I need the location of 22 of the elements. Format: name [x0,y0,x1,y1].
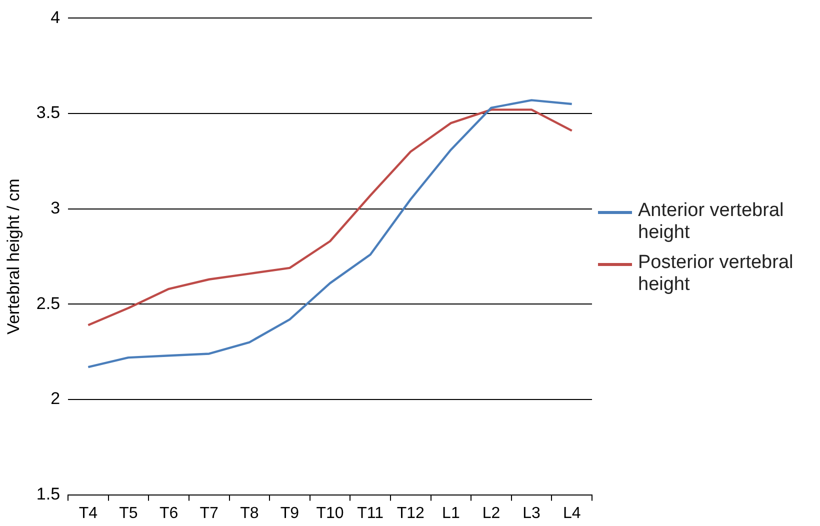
x-tick-label: T9 [280,504,300,522]
y-tick-label: 1.5 [36,484,60,504]
y-axis-title: Vertebral height / cm [4,178,23,334]
legend-label: Posterior vertebral height [638,252,794,296]
x-tick-label: L4 [562,504,581,522]
x-tick-label: T12 [396,504,425,522]
x-tick-label: T7 [200,504,219,522]
x-tick-label: T11 [357,504,384,522]
x-tick-label: T8 [240,504,259,522]
y-tick-label: 3.5 [36,103,60,122]
x-tick-label: L2 [482,504,500,522]
y-tick-label: 2.5 [36,294,60,313]
y-tick-label: 2 [50,389,60,408]
x-tick-label: L3 [522,504,541,522]
x-tick-label: T4 [78,504,98,522]
x-tick-label: T6 [159,504,178,522]
y-tick-label: 4 [50,8,60,27]
y-tick-label: 3 [50,198,60,218]
x-tick-label: T10 [316,504,344,522]
legend-label: Anterior vertebral height [638,200,785,244]
x-tick-label: T5 [119,504,138,522]
x-tick-label: L1 [442,504,460,522]
